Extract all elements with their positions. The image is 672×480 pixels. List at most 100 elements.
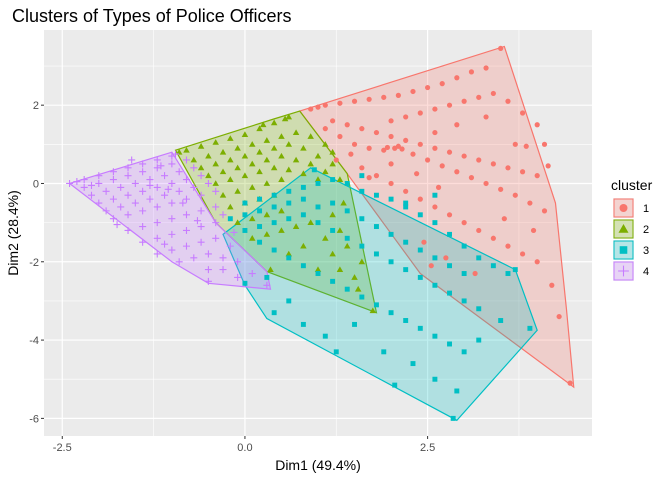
- cluster-2-point: [329, 211, 336, 218]
- cluster-4-point: [139, 168, 147, 176]
- cluster-3-point: [447, 231, 452, 237]
- cluster-4-point: [161, 172, 169, 180]
- cluster-4-point: [219, 254, 227, 262]
- cluster-3-point: [432, 376, 438, 382]
- minor-gridlines: [44, 30, 592, 436]
- cluster-3-point: [242, 200, 248, 206]
- cluster-1-point: [337, 100, 343, 106]
- cluster-3-point: [300, 263, 306, 269]
- cluster-4-point: [230, 228, 238, 236]
- legend-label: 4: [643, 266, 649, 278]
- cluster-3-point: [388, 196, 394, 202]
- cluster-1-point: [417, 110, 423, 116]
- cluster-1-point: [432, 145, 438, 151]
- cluster-3-point: [333, 349, 339, 355]
- cluster-2-point: [292, 156, 300, 163]
- cluster-3-point: [512, 267, 518, 273]
- cluster-1-point: [534, 259, 540, 265]
- cluster-2-point: [336, 176, 344, 182]
- cluster-1-point: [403, 114, 409, 120]
- cluster-4-point: [117, 203, 125, 211]
- cluster-4-point: [175, 168, 183, 176]
- cluster-1-point: [432, 204, 438, 210]
- cluster-4-point: [80, 183, 88, 191]
- cluster-1-point: [490, 235, 496, 241]
- cluster-1-point: [541, 141, 548, 147]
- cluster-4-point: [153, 234, 161, 242]
- cluster-2-point: [263, 137, 271, 143]
- cluster-3-point: [352, 321, 358, 327]
- cluster-2-point: [248, 160, 256, 167]
- legend: cluster 1 2 3 4: [611, 177, 653, 281]
- cluster-1-point: [519, 169, 526, 175]
- cluster-1-point: [414, 171, 420, 177]
- cluster-4-point: [190, 183, 198, 191]
- cluster-4-point: [124, 191, 132, 199]
- cluster-3-point: [257, 196, 263, 202]
- cluster-4-point: [182, 156, 190, 164]
- legend-label: 3: [643, 245, 649, 257]
- legend-key-marker: [618, 265, 629, 277]
- cluster-4-point: [182, 226, 190, 234]
- cluster-3-point: [450, 415, 456, 421]
- cluster-1-point: [454, 122, 460, 128]
- legend-key-marker: [618, 224, 629, 233]
- cluster-2-point: [329, 160, 336, 167]
- cluster-3-point: [257, 239, 263, 245]
- cluster-4-point: [113, 221, 121, 229]
- cluster-3-point: [300, 196, 306, 202]
- cluster-3-point: [388, 259, 394, 265]
- cluster-3-point: [373, 192, 379, 198]
- cluster-3-point: [476, 255, 482, 261]
- cluster-4-point: [117, 183, 125, 191]
- cluster-2-point: [259, 121, 267, 128]
- cluster-4-point: [124, 164, 132, 172]
- x-axis: -2.5 0.0 2.5: [53, 436, 435, 454]
- cluster-2-point: [175, 148, 183, 155]
- cluster-4-point: [204, 250, 212, 258]
- cluster-3-point: [447, 263, 452, 269]
- cluster-3-point: [286, 216, 292, 222]
- cluster-3-point: [461, 243, 467, 249]
- cluster-3-point: [447, 290, 452, 296]
- cluster-3-point: [373, 302, 379, 308]
- cluster-1-point: [468, 69, 475, 75]
- cluster-3-point: [286, 188, 292, 194]
- legend-item-2: 2: [613, 219, 649, 239]
- cluster-1-point: [435, 184, 442, 190]
- cluster-3-point: [447, 341, 452, 347]
- cluster-1-point: [476, 94, 482, 100]
- cluster-1-point: [403, 188, 409, 194]
- x-axis-title: Dim1 (49.4%): [275, 457, 361, 473]
- cluster-3-point: [417, 212, 423, 218]
- cluster-4-point: [164, 185, 172, 193]
- cluster-4-point: [168, 160, 176, 168]
- cluster-2-point: [212, 180, 219, 186]
- cluster-3-point: [403, 200, 409, 206]
- cluster-2-point: [227, 203, 234, 210]
- cluster-2-point: [329, 250, 336, 257]
- cluster-3-point: [417, 274, 423, 280]
- cluster-4-point: [124, 211, 132, 219]
- cluster-1-point: [432, 129, 438, 136]
- cluster-2-point: [307, 160, 314, 167]
- y-tick-label: 0: [33, 178, 39, 190]
- cluster-1-point: [348, 151, 354, 157]
- cluster-3-point: [373, 224, 379, 230]
- legend-label: 1: [643, 203, 649, 215]
- cluster-2-point: [354, 285, 362, 292]
- cluster-1-point: [381, 147, 387, 153]
- cluster-1-point: [373, 173, 380, 179]
- cluster-4-point: [80, 176, 88, 184]
- cluster-4-point: [248, 270, 256, 278]
- cluster-3-point: [286, 298, 292, 304]
- cluster-1-point: [556, 313, 562, 320]
- cluster-2-point: [307, 133, 314, 139]
- cluster-3-point: [344, 181, 350, 186]
- cluster-2-point: [219, 168, 227, 175]
- cluster-2-point: [248, 215, 256, 222]
- cluster-3-point: [417, 325, 423, 331]
- cluster-2-point: [256, 168, 263, 175]
- cluster-2-point: [219, 191, 227, 198]
- cluster-3-point: [432, 333, 438, 339]
